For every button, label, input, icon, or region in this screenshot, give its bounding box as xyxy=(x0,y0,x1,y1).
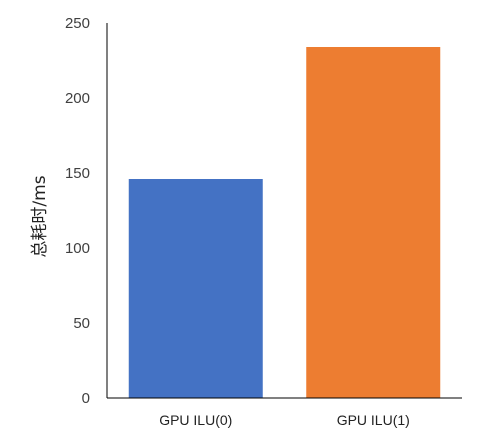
y-tick-label: 0 xyxy=(82,390,90,407)
y-tick-label: 100 xyxy=(65,240,90,257)
bar-1 xyxy=(128,179,263,398)
bar-2 xyxy=(306,47,441,398)
y-axis-ticks: 0 50 100 150 200 250 xyxy=(65,15,90,407)
y-tick-label: 250 xyxy=(65,15,90,32)
x-category-label: GPU ILU(0) xyxy=(159,412,232,428)
bars-group xyxy=(128,47,441,398)
y-tick-label: 200 xyxy=(65,90,90,107)
y-tick-label: 150 xyxy=(65,165,90,182)
x-axis-labels: GPU ILU(0) GPU ILU(1) xyxy=(159,412,410,428)
x-category-label: GPU ILU(1) xyxy=(337,412,410,428)
y-axis-title: 总耗时/ms xyxy=(30,175,50,257)
y-tick-label: 50 xyxy=(73,315,90,332)
